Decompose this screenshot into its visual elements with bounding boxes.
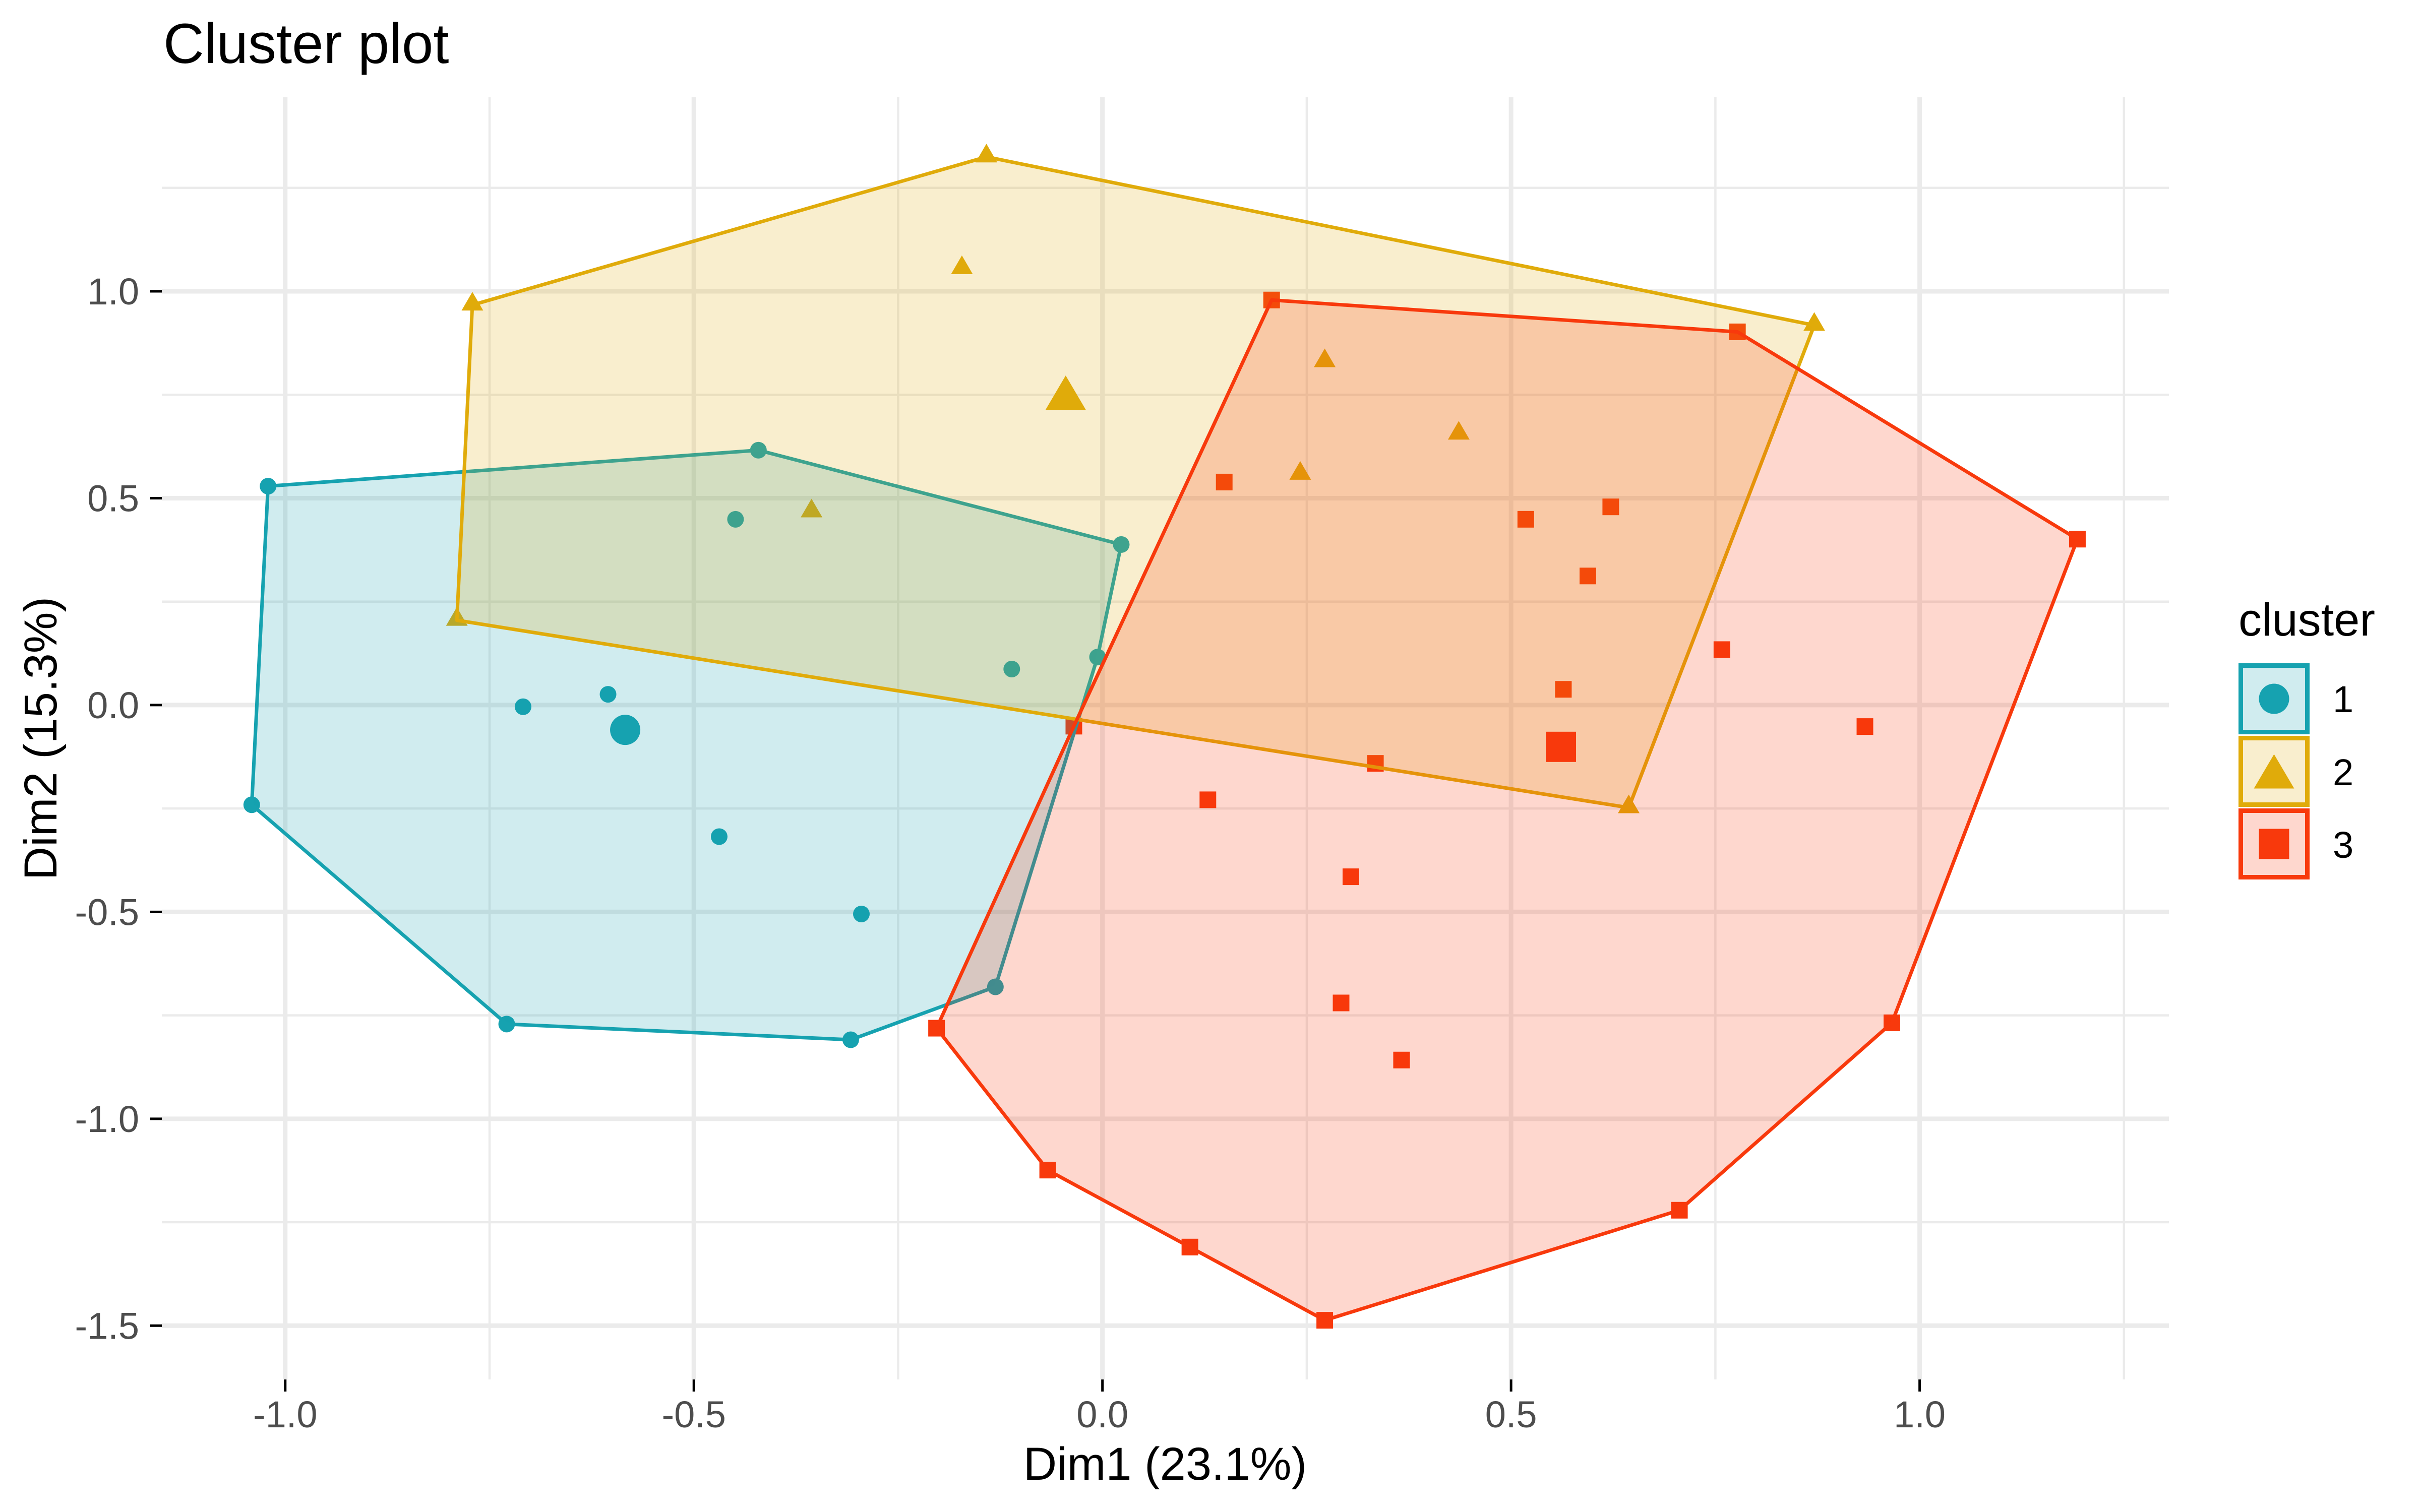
legend-square-icon [2259,829,2289,859]
cluster-1-point [514,698,531,715]
cluster-3-point [1856,718,1873,735]
major-gridlines [162,97,2169,1379]
cluster-2-point [461,292,483,311]
cluster-1-hull [250,448,1123,1042]
legend-title: cluster [2238,594,2375,646]
legend-label-3: 3 [2333,824,2353,866]
cluster-2-point [801,498,823,518]
y-tick-label: 1.0 [87,271,139,312]
legend-keys [2238,663,2310,879]
cluster-centroids [610,375,1577,762]
data-points [243,144,2086,1329]
cluster-2-point [1447,421,1470,440]
cluster-3-hull [935,298,2079,1322]
cluster-1-point [599,686,617,703]
cluster-3-centroid [1546,731,1577,762]
cluster-3-point [1199,791,1217,808]
cluster-1-centroid [610,715,641,745]
cluster-3-point [1580,568,1597,585]
cluster-2-point [1289,461,1311,480]
cluster-2-centroid [1045,375,1086,410]
x-axis-ticks [284,1379,1921,1392]
legend-triangle-icon [2254,754,2294,789]
y-axis-ticks [150,290,162,1327]
chart-title: Cluster plot [163,12,449,75]
cluster-3-point [1555,681,1572,698]
cluster-2-point [1314,348,1336,367]
cluster-3-point [1517,511,1534,528]
cluster-3-point [1342,868,1359,886]
minor-gridlines [162,97,2169,1379]
y-tick-label: -0.5 [75,891,139,933]
legend-label-1: 1 [2333,678,2353,720]
x-axis-title: Dim1 (23.1%) [1023,1438,1307,1490]
cluster-2-hull [455,155,1817,810]
y-axis-tick-labels: 1.0 0.5 0.0 -0.5 -1.0 -1.5 [75,271,139,1347]
cluster-3-point [1216,473,1233,490]
legend-circle-icon [2259,683,2289,714]
legend-label-2: 2 [2333,751,2353,793]
y-tick-label: 0.5 [87,477,139,519]
x-tick-label: 0.0 [1076,1394,1128,1435]
y-axis-title: Dim2 (15.3%) [15,597,67,880]
cluster-3-point [1602,498,1619,516]
cluster-3-point [1713,641,1730,658]
legend: cluster 1 2 3 [2238,594,2375,879]
x-tick-label: 0.5 [1485,1394,1537,1435]
cluster-1-point [1003,660,1020,677]
cluster-3-point [1333,994,1350,1012]
y-tick-label: 0.0 [87,684,139,726]
x-tick-label: -0.5 [661,1394,726,1435]
cluster-3-point [1393,1051,1410,1068]
x-tick-label: -1.0 [253,1394,318,1435]
x-tick-label: 1.0 [1894,1394,1946,1435]
cluster-2-point [951,255,973,274]
cluster-hulls [250,155,2079,1322]
y-tick-label: -1.5 [75,1305,139,1347]
cluster-2-point [1803,312,1826,331]
cluster-1-point [710,828,728,845]
cluster-1-point [727,511,744,528]
cluster-1-point [853,905,870,922]
y-tick-label: -1.0 [75,1098,139,1140]
x-axis-tick-labels: -1.0 -0.5 0.0 0.5 1.0 [253,1394,1946,1435]
